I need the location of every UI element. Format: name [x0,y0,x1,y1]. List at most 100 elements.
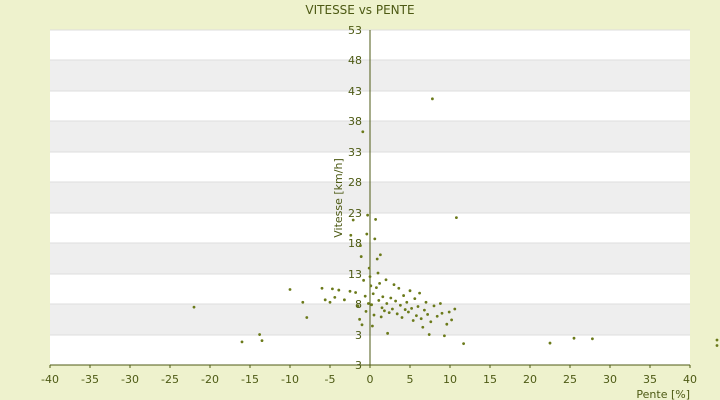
x-tick-label: 0 [367,373,374,386]
data-point [423,308,426,312]
data-point [328,300,332,304]
data-point [333,295,337,299]
data-point [411,319,415,322]
x-tick-label: -15 [241,373,259,386]
data-point [288,288,292,291]
data-points [192,97,719,347]
data-point [380,306,384,310]
data-point [375,257,379,261]
data-point [379,315,383,319]
data-point [369,284,373,288]
x-tick-label: -20 [201,373,219,386]
x-tick-labels: -40 -35 -30 -25 -20 -15 -10 -5 0 5 10 15 20 25 30 35 40 [41,365,697,386]
data-point [305,316,309,319]
y-tick-label: 3 [355,329,362,342]
data-point [407,310,410,314]
data-point [403,308,407,311]
data-point [360,323,364,327]
x-tick-label: 25 [563,373,577,386]
data-point [368,275,372,279]
data-point [381,295,385,299]
data-point [354,291,357,294]
data-point [445,322,449,326]
data-point [453,307,457,311]
data-point [378,281,381,285]
x-tick-label: -10 [281,373,299,386]
data-point [391,307,394,311]
data-point [413,297,417,301]
data-point [715,338,719,342]
data-point [427,333,431,336]
y-tick-label: 28 [348,176,362,189]
data-point [415,314,418,318]
data-point [331,287,334,291]
data-point [715,344,719,347]
data-point [384,278,388,282]
data-point [455,216,458,220]
y-tick-label: 23 [348,207,362,220]
x-tick-label: -30 [121,373,139,386]
data-point [419,317,423,321]
data-point [371,324,374,328]
x-axis-label: Pente [%] [636,388,690,400]
x-tick-label: 30 [603,373,617,386]
y-tick-label: 33 [348,146,362,159]
y-tick-label: 43 [348,85,362,98]
y-tick-label: 53 [348,24,362,37]
data-point [385,302,389,305]
data-point [447,310,451,314]
data-point [387,311,391,315]
data-point [435,314,439,318]
y-tick-label: 8 [355,298,362,311]
data-point [359,255,363,258]
data-point [362,278,365,282]
data-point [367,266,371,270]
data-point [402,294,405,297]
data-point [392,283,396,286]
x-tick-label: 20 [523,373,537,386]
data-point [358,317,361,321]
data-point [260,339,264,343]
data-point [379,253,382,257]
data-point [395,312,399,316]
data-point [383,309,386,313]
data-point [400,316,404,319]
data-point [405,300,409,304]
data-point [240,340,244,344]
data-point [323,298,327,302]
data-point [440,311,444,315]
data-point [399,303,402,307]
data-point [591,337,594,341]
data-point [373,237,377,241]
y-tick-label: 3 [355,359,362,372]
data-point [424,300,428,304]
data-point [389,296,393,300]
data-point [443,334,446,338]
data-point [370,303,373,307]
data-point [429,320,433,324]
data-point [337,288,341,292]
data-point [418,291,421,295]
data-point [408,289,412,293]
data-point [397,286,401,290]
data-point [366,213,369,217]
x-tick-label: -35 [81,373,99,386]
data-point [351,218,355,222]
data-point [426,313,429,316]
data-point [356,304,360,308]
data-point [364,310,368,313]
data-point [548,341,552,345]
y-tick-label: 13 [348,268,362,281]
data-point [376,271,380,275]
data-point [439,302,442,305]
x-tick-label: -40 [41,373,59,386]
data-point [348,289,352,293]
data-point [375,286,378,290]
data-point [349,233,353,237]
data-point [462,342,465,346]
data-point [361,130,365,134]
data-point [410,306,413,310]
data-point [363,294,367,298]
x-tick-label: 40 [683,373,697,386]
